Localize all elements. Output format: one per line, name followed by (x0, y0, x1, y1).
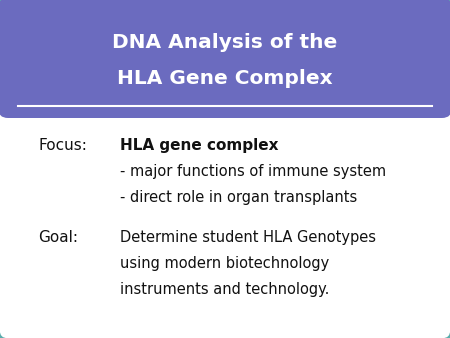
Text: - direct role in organ transplants: - direct role in organ transplants (120, 190, 357, 205)
Bar (8, 88, 442, 108)
Text: - major functions of immune system: - major functions of immune system (120, 164, 386, 179)
Text: HLA Gene Complex: HLA Gene Complex (117, 69, 333, 88)
Text: instruments and technology.: instruments and technology. (120, 282, 329, 297)
Text: DNA Analysis of the: DNA Analysis of the (112, 32, 338, 51)
Text: Focus:: Focus: (38, 138, 87, 153)
Text: using modern biotechnology: using modern biotechnology (120, 256, 329, 271)
Text: HLA gene complex: HLA gene complex (120, 138, 279, 153)
Text: Goal:: Goal: (38, 230, 78, 245)
FancyBboxPatch shape (0, 0, 450, 118)
Text: Determine student HLA Genotypes: Determine student HLA Genotypes (120, 230, 376, 245)
